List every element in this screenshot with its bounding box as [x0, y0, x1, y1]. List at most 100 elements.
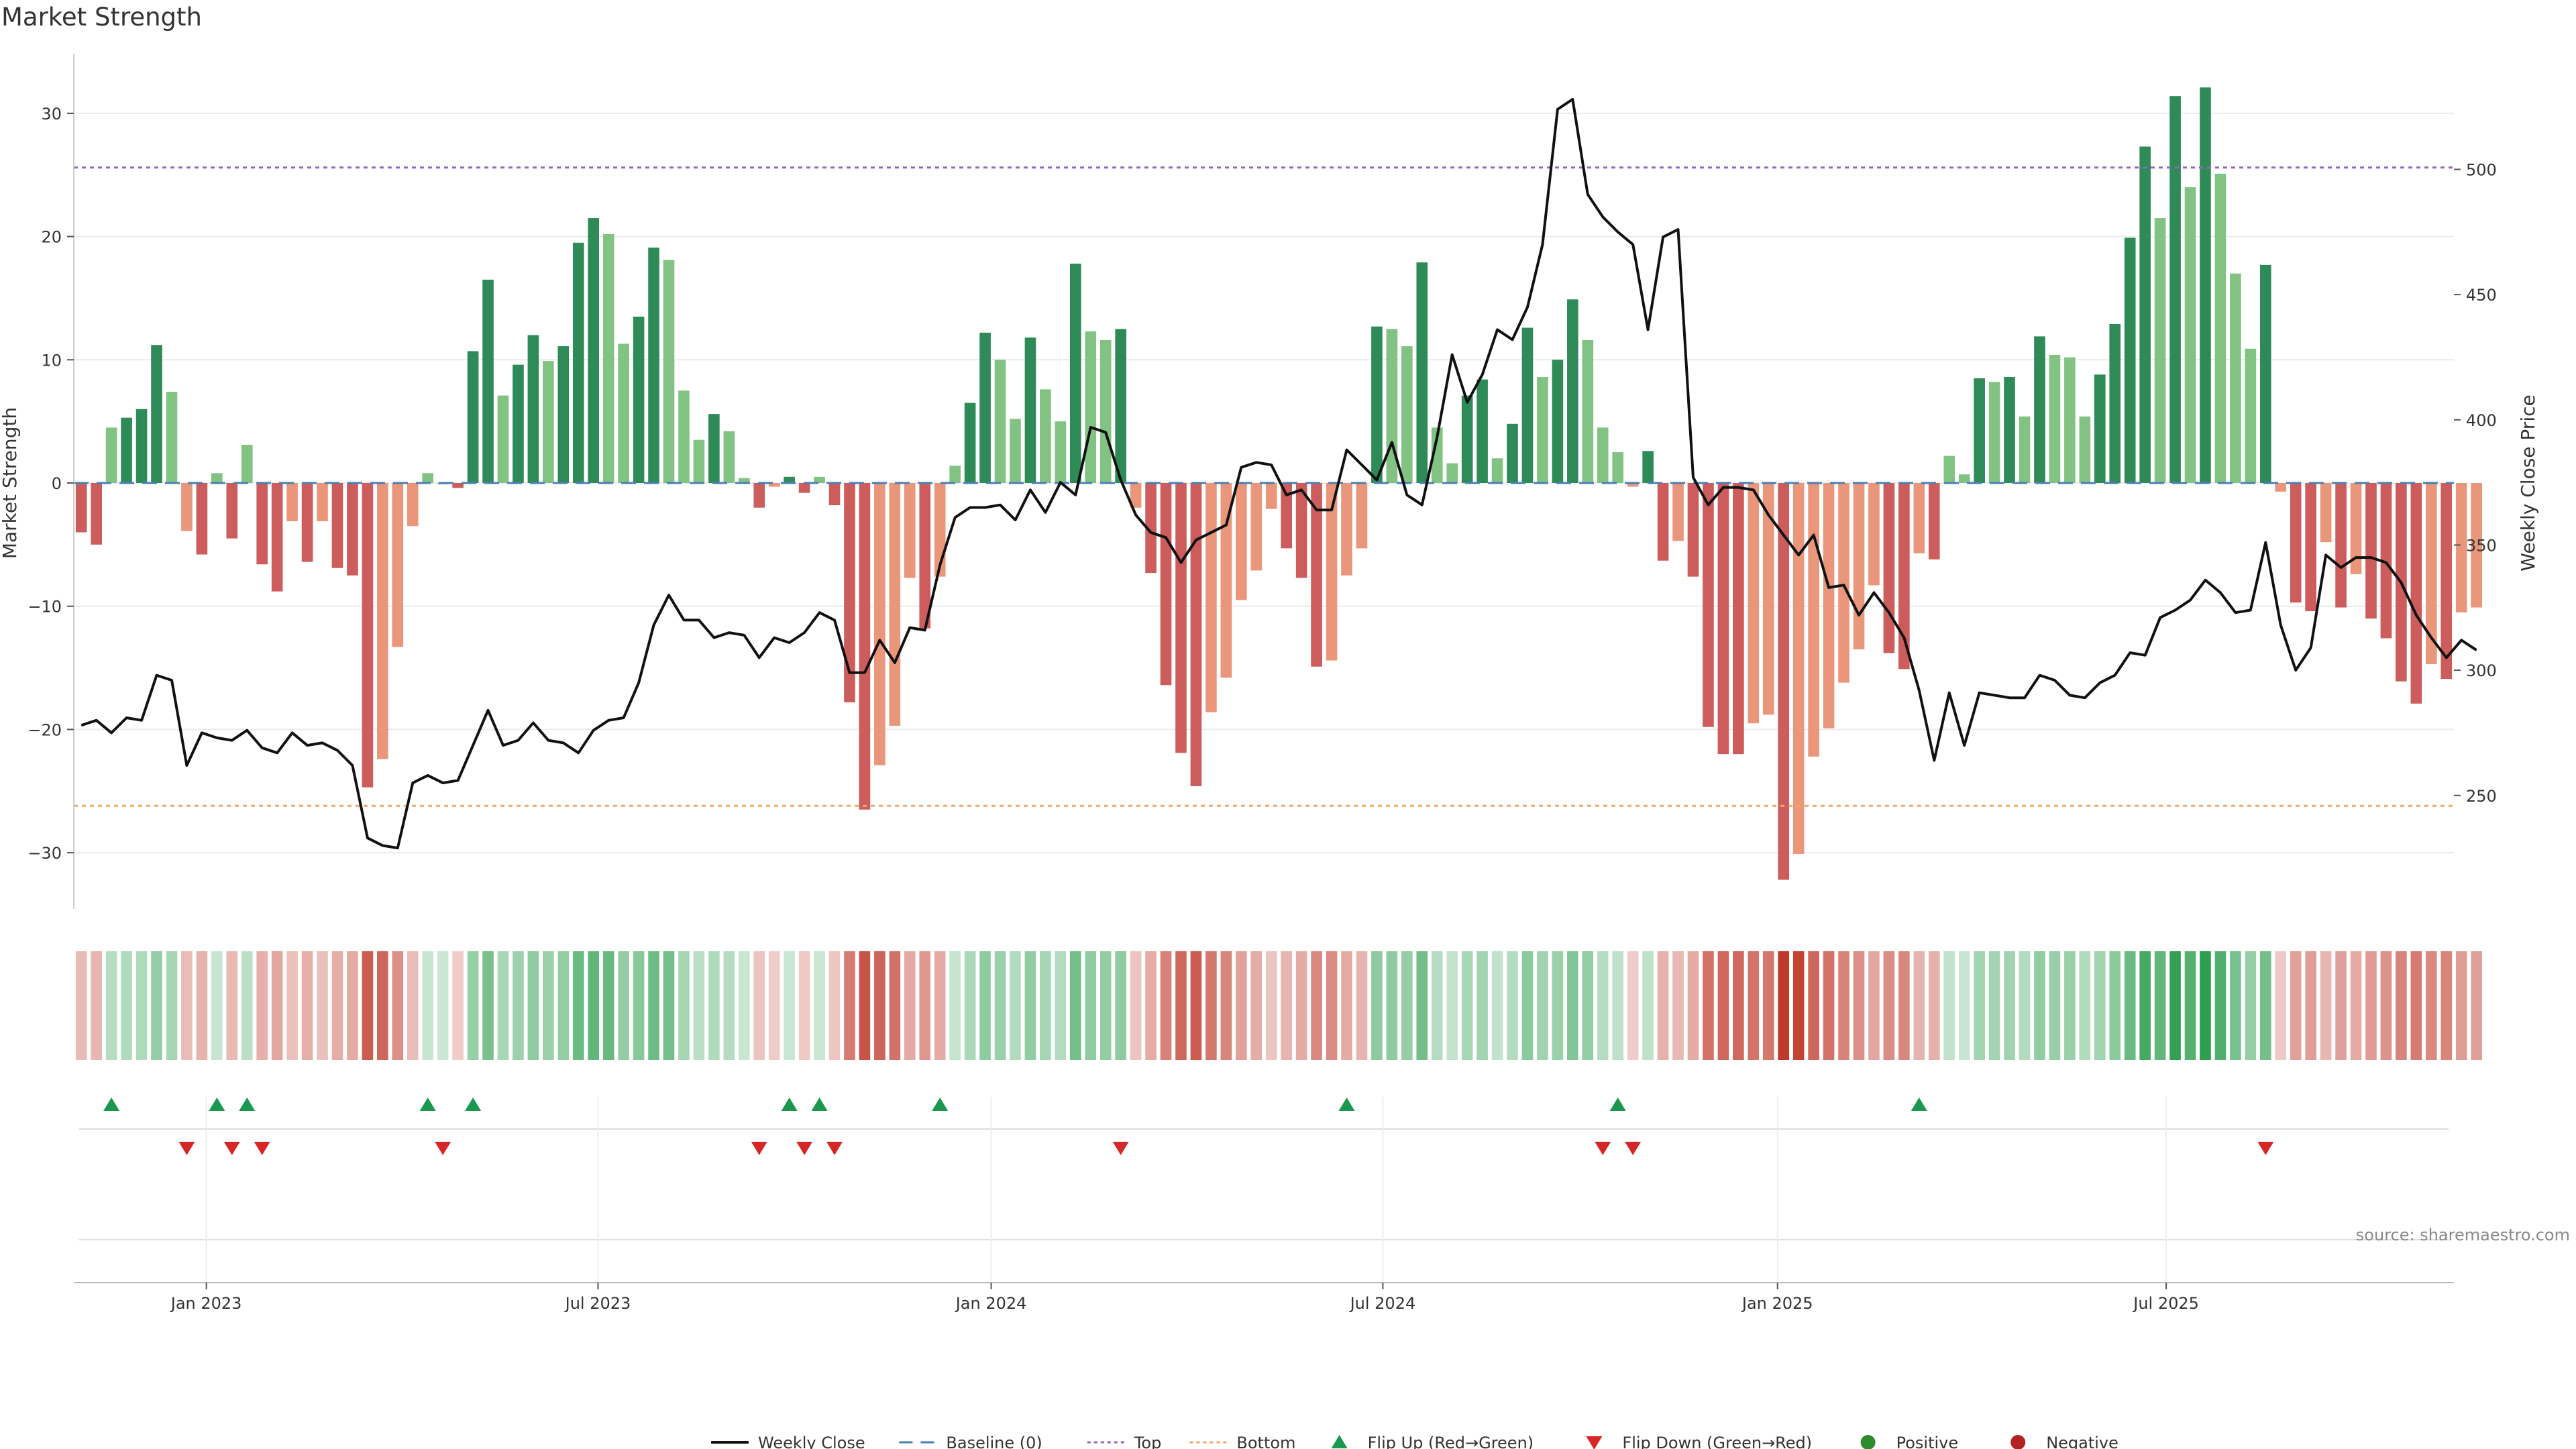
heat-cell	[708, 951, 720, 1060]
heat-cell	[919, 951, 931, 1060]
strength-bar	[1597, 427, 1609, 483]
heat-cell	[1099, 951, 1112, 1060]
heat-cell	[618, 951, 629, 1060]
heat-cell	[1943, 951, 1955, 1060]
strength-bar	[2004, 377, 2015, 483]
heat-cell	[1808, 951, 1819, 1060]
heat-cell	[1160, 951, 1172, 1060]
strength-bar	[2320, 483, 2332, 543]
heat-cell	[1461, 951, 1473, 1060]
strength-bar	[1792, 483, 1805, 854]
strength-bar	[2230, 273, 2241, 483]
legend-key-triangle-down	[1586, 1436, 1603, 1449]
heat-cell	[1311, 951, 1322, 1060]
heat-cell	[2124, 951, 2136, 1060]
strength-bar	[602, 233, 614, 483]
strength-bar	[2049, 354, 2061, 483]
right-tick-label: 350	[2466, 536, 2497, 555]
heat-cell	[1507, 951, 1518, 1060]
right-tick-label: 300	[2466, 661, 2497, 680]
heat-cell	[2350, 951, 2362, 1060]
strength-bar	[2426, 483, 2437, 665]
strength-bar	[1145, 483, 1157, 574]
heat-cell	[2290, 951, 2302, 1060]
heat-cell	[1567, 951, 1578, 1060]
heat-cell	[964, 951, 976, 1060]
heat-cell	[211, 951, 223, 1060]
heat-cell	[2034, 951, 2045, 1060]
strength-bar	[1491, 458, 1503, 483]
heat-cell	[889, 951, 901, 1060]
strength-bar	[1055, 421, 1067, 483]
strength-bar	[1024, 337, 1036, 483]
heat-cell	[91, 951, 102, 1060]
strength-bar	[1236, 483, 1247, 600]
heat-cell	[723, 951, 735, 1060]
heat-cell	[2094, 951, 2106, 1060]
strength-bar	[211, 473, 223, 483]
heat-cell	[1733, 951, 1744, 1060]
heat-cell	[904, 951, 916, 1060]
heat-cell	[271, 951, 283, 1060]
heat-cell	[1958, 951, 1970, 1060]
strength-bar	[1823, 483, 1835, 729]
heat-cell	[2154, 951, 2166, 1060]
heat-cell	[1778, 951, 1790, 1060]
heat-cell	[2230, 951, 2241, 1060]
heat-cell	[768, 951, 780, 1060]
flip-up-marker	[781, 1097, 798, 1111]
heat-cell	[1446, 951, 1458, 1060]
legend-key-circle	[1860, 1435, 1876, 1449]
strength-bar	[618, 343, 629, 483]
strength-bar	[121, 417, 132, 483]
strength-bar	[2079, 416, 2091, 483]
strength-bar	[1733, 483, 1744, 755]
heat-cell	[422, 951, 434, 1060]
strength-bar	[467, 351, 479, 483]
heat-cell	[1612, 951, 1624, 1060]
heat-cell	[2426, 951, 2437, 1060]
heat-cell	[407, 951, 419, 1060]
heat-cell	[2214, 951, 2226, 1060]
flip-down-marker	[223, 1142, 240, 1155]
x-tick-label: Jul 2024	[1349, 1294, 1416, 1313]
strength-bar	[1477, 379, 1488, 483]
heat-cell	[1265, 951, 1277, 1060]
heat-cell	[844, 951, 855, 1060]
heat-cell	[1491, 951, 1503, 1060]
strength-bar	[1868, 483, 1880, 586]
strength-bar	[2455, 483, 2467, 612]
heat-cell	[1220, 951, 1232, 1060]
heat-cell	[482, 951, 494, 1060]
flip-down-marker	[826, 1142, 843, 1155]
heat-cell	[2335, 951, 2347, 1060]
heat-cell	[784, 951, 795, 1060]
strength-bar	[798, 483, 810, 493]
strength-bar	[708, 414, 720, 483]
heat-cell	[1913, 951, 1925, 1060]
heat-cell	[2200, 951, 2211, 1060]
strength-bar	[1446, 463, 1458, 483]
heat-cell	[1024, 951, 1036, 1060]
heat-cell	[2245, 951, 2257, 1060]
heat-cell	[2184, 951, 2196, 1060]
heat-cell	[1642, 951, 1654, 1060]
heat-cell	[874, 951, 885, 1060]
heat-cell	[301, 951, 313, 1060]
flip-down-marker	[1595, 1142, 1611, 1155]
heat-cell	[256, 951, 268, 1060]
strength-bar	[151, 345, 162, 483]
strength-bar	[1943, 455, 1955, 483]
flip-up-marker	[932, 1097, 949, 1111]
strength-bar	[1778, 483, 1790, 880]
heat-cell	[557, 951, 570, 1060]
flip-down-marker	[1112, 1142, 1129, 1155]
strength-bar	[889, 483, 901, 726]
heat-cell	[2079, 951, 2091, 1060]
strength-bar	[753, 483, 765, 508]
strength-bar	[1190, 483, 1202, 786]
strength-bar	[678, 390, 690, 483]
strength-bar	[377, 483, 388, 759]
strength-bar	[1115, 329, 1126, 483]
strength-bar	[1281, 483, 1292, 549]
